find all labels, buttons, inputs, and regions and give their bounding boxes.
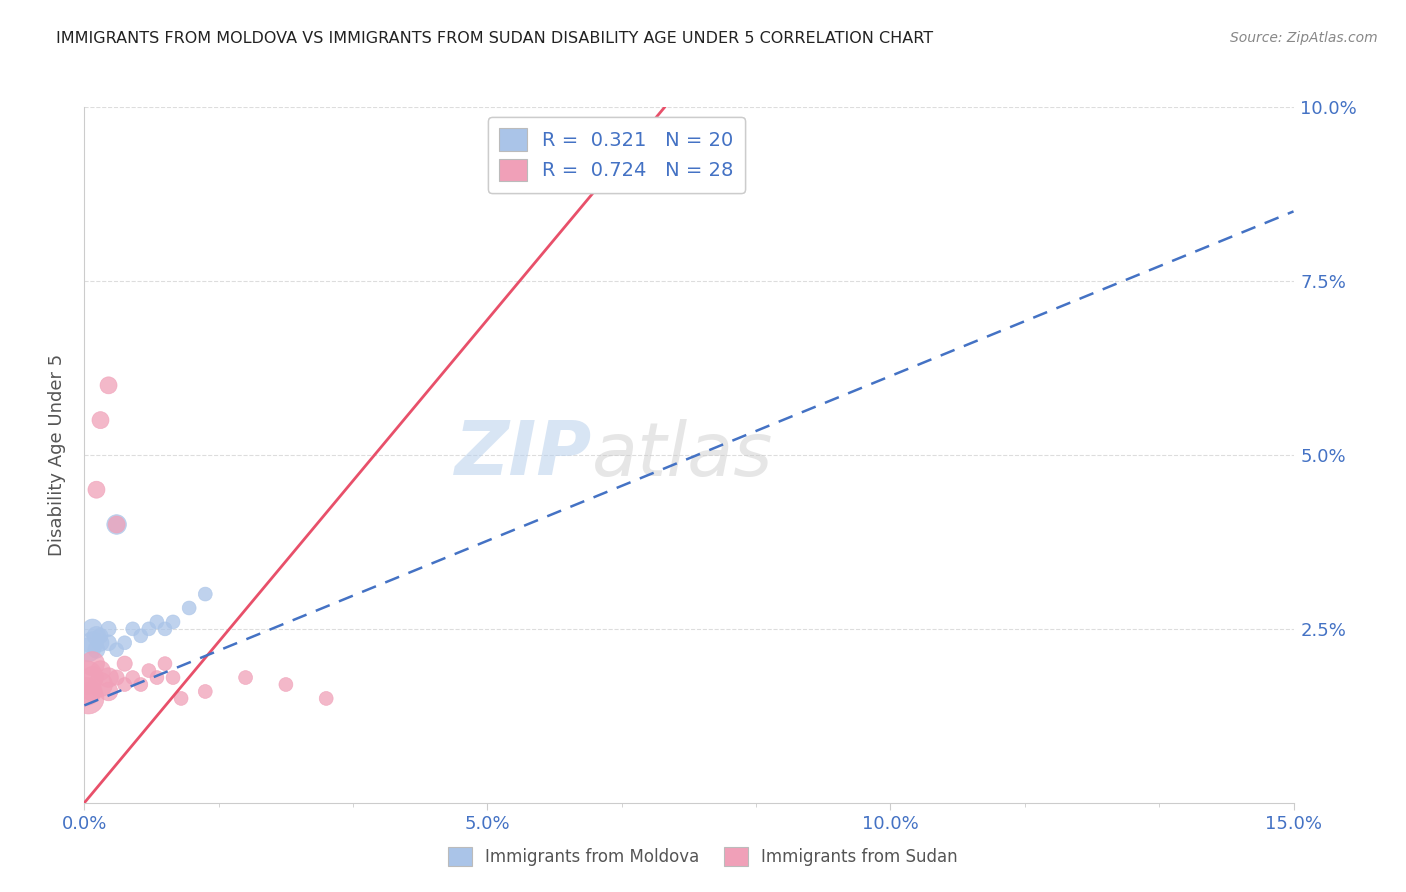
Point — [105, 671, 128, 685]
Point — [274, 677, 297, 691]
Point — [97, 636, 120, 650]
Point — [89, 677, 111, 691]
Point — [146, 615, 169, 629]
Text: Source: ZipAtlas.com: Source: ZipAtlas.com — [1230, 31, 1378, 45]
Point — [82, 684, 104, 698]
Point — [75, 671, 97, 685]
Point — [170, 691, 193, 706]
Point — [105, 642, 128, 657]
Point — [82, 636, 104, 650]
Text: ZIP: ZIP — [456, 418, 592, 491]
Point — [89, 664, 111, 678]
Legend: R =  0.321   N = 20, R =  0.724   N = 28: R = 0.321 N = 20, R = 0.724 N = 28 — [488, 117, 745, 193]
Point — [162, 671, 184, 685]
Point — [129, 677, 152, 691]
Point — [86, 629, 108, 643]
Point — [89, 636, 111, 650]
Point — [97, 671, 120, 685]
Point — [77, 691, 100, 706]
Point — [114, 636, 136, 650]
Point — [82, 622, 104, 636]
Point — [146, 671, 169, 685]
Point — [315, 691, 337, 706]
Point — [179, 601, 201, 615]
Point — [77, 642, 100, 657]
Point — [162, 615, 184, 629]
Point — [82, 671, 104, 685]
Point — [105, 517, 128, 532]
Point — [89, 413, 111, 427]
Point — [97, 684, 120, 698]
Point — [114, 657, 136, 671]
Point — [138, 622, 160, 636]
Point — [114, 677, 136, 691]
Point — [97, 622, 120, 636]
Point — [105, 517, 128, 532]
Point — [194, 587, 217, 601]
Point — [129, 629, 152, 643]
Y-axis label: Disability Age Under 5: Disability Age Under 5 — [48, 354, 66, 556]
Legend: Immigrants from Moldova, Immigrants from Sudan: Immigrants from Moldova, Immigrants from… — [440, 838, 966, 875]
Point — [82, 657, 104, 671]
Text: IMMIGRANTS FROM MOLDOVA VS IMMIGRANTS FROM SUDAN DISABILITY AGE UNDER 5 CORRELAT: IMMIGRANTS FROM MOLDOVA VS IMMIGRANTS FR… — [56, 31, 934, 46]
Text: atlas: atlas — [592, 419, 773, 491]
Point — [121, 671, 143, 685]
Point — [121, 622, 143, 636]
Point — [97, 378, 120, 392]
Point — [138, 664, 160, 678]
Point — [153, 657, 176, 671]
Point — [76, 684, 98, 698]
Point — [86, 642, 108, 657]
Point — [86, 483, 108, 497]
Point — [153, 622, 176, 636]
Point — [89, 629, 111, 643]
Point — [194, 684, 217, 698]
Point — [235, 671, 257, 685]
